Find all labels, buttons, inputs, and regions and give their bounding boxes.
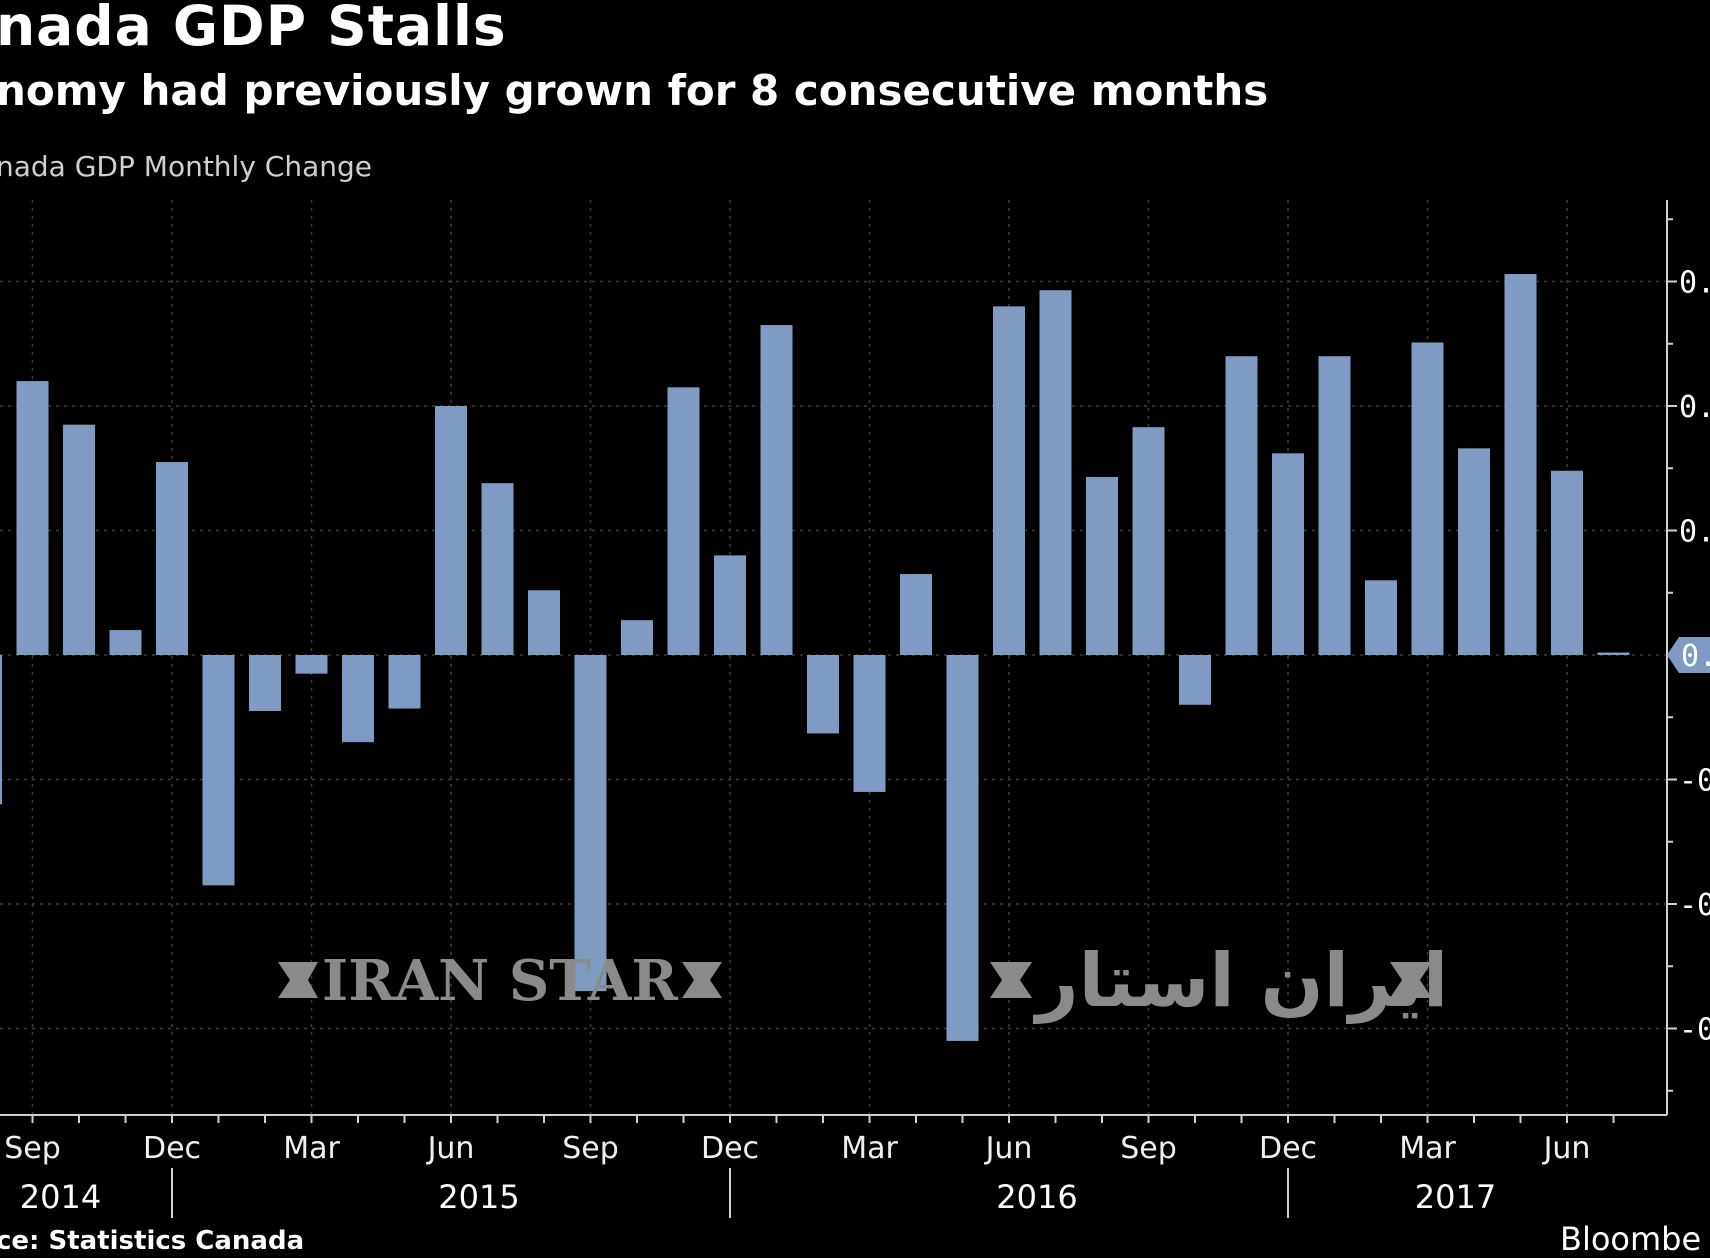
x-tick-label: Dec <box>1259 1131 1317 1166</box>
bar <box>1504 274 1537 655</box>
bar <box>993 306 1025 655</box>
watermark-left-chevron-icon <box>278 962 318 998</box>
x-tick-label: Sep <box>4 1131 61 1166</box>
x-tick-label: Mar <box>841 1131 898 1166</box>
series-label: nada GDP Monthly Change <box>0 150 372 183</box>
current-value-label: 0. <box>1681 639 1710 674</box>
bar <box>0 655 2 805</box>
bar <box>342 655 374 743</box>
x-tick-label: Jun <box>1542 1131 1591 1166</box>
bar <box>574 655 607 992</box>
brand-logo: Bloombe <box>1560 1220 1702 1258</box>
bar <box>1225 356 1258 655</box>
watermark-persian: ایران استار <box>1032 938 1448 1024</box>
bar <box>528 590 560 655</box>
x-tick-label: Jun <box>426 1131 475 1166</box>
bar <box>1086 476 1118 655</box>
x-tick-label: Sep <box>1120 1131 1177 1166</box>
bar <box>388 655 421 709</box>
x-tick-label: Mar <box>1399 1131 1456 1166</box>
bar <box>621 620 653 655</box>
bar <box>1132 427 1165 655</box>
bar <box>1411 342 1444 655</box>
bar <box>900 574 932 655</box>
bar <box>295 655 328 674</box>
bar <box>714 555 746 655</box>
bar <box>1551 470 1583 655</box>
bar <box>760 325 793 655</box>
x-tick-label: Mar <box>283 1131 340 1166</box>
bars <box>0 274 1630 1041</box>
bar <box>16 381 49 655</box>
watermark-right-chevron-icon <box>682 962 722 998</box>
bar <box>435 406 467 655</box>
bar <box>481 483 514 655</box>
current-value-marker <box>1667 637 1710 673</box>
x-tick-label: Dec <box>143 1131 201 1166</box>
bar <box>156 462 188 655</box>
chart-subtitle: nomy had previously grown for 8 consecut… <box>0 66 1269 115</box>
watermark: IRAN STAR ایران استار <box>278 938 1448 1024</box>
bar <box>853 655 886 792</box>
chart-title: nada GDP Stalls <box>0 0 507 58</box>
bar <box>946 655 979 1041</box>
bar <box>202 655 235 886</box>
bar <box>1318 356 1351 655</box>
bar <box>1458 448 1490 655</box>
x-tick-label: Sep <box>562 1131 619 1166</box>
axes: Sep Dec Mar Jun Sep Dec Mar Jun Sep Dec Mar Jun 2014… <box>0 200 1710 1218</box>
year-label: 2017 <box>1415 1178 1496 1216</box>
x-tick-label: Jun <box>984 1131 1033 1166</box>
bar <box>1039 290 1072 655</box>
y-tick-label: -0 <box>1679 764 1710 799</box>
bar <box>667 387 700 655</box>
bar <box>63 424 95 655</box>
watermark-english: IRAN STAR <box>322 948 678 1014</box>
y-tick-label: 0. <box>1679 266 1710 301</box>
year-label: 2014 <box>20 1178 101 1216</box>
x-tick-label: Dec <box>701 1131 759 1166</box>
bar <box>1597 652 1630 655</box>
bar <box>1179 655 1211 705</box>
y-tick-label: -0 <box>1679 888 1710 923</box>
bar <box>807 655 839 734</box>
bar <box>1272 453 1304 655</box>
bar <box>109 630 142 655</box>
y-tick-label: 0. <box>1679 390 1710 425</box>
year-label: 2015 <box>438 1178 519 1216</box>
year-label: 2016 <box>996 1178 1077 1216</box>
source-note: ce: Statistics Canada <box>0 1226 305 1256</box>
bar <box>1365 580 1397 655</box>
y-tick-label: -0 <box>1679 1013 1710 1048</box>
watermark-fa-left-chevron-icon <box>990 962 1032 998</box>
watermark-fa-right-chevron-icon <box>1390 962 1432 998</box>
y-tick-label: 0. <box>1679 515 1710 550</box>
bar <box>249 655 281 712</box>
